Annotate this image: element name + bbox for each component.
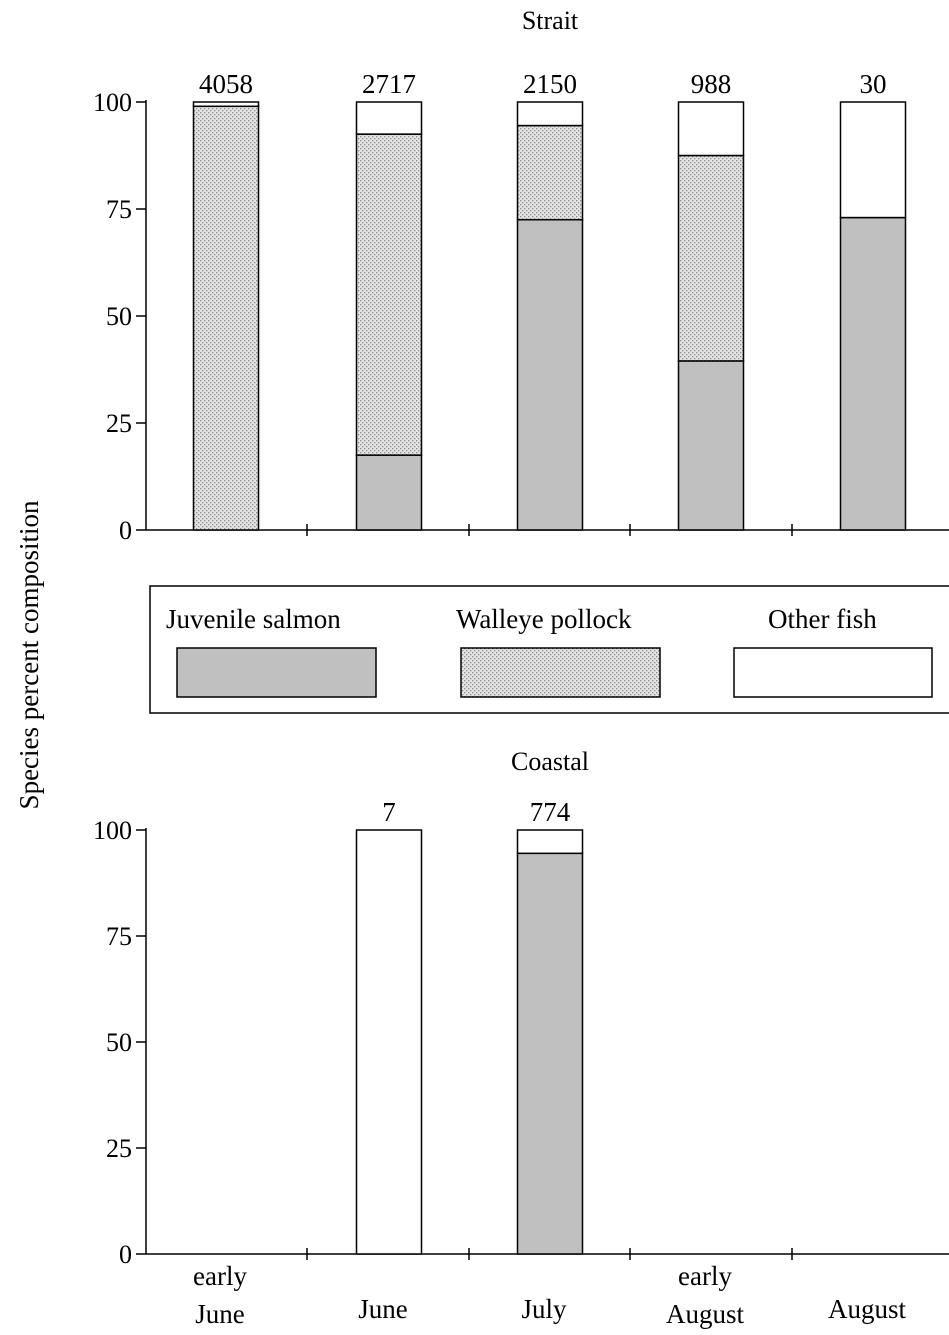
legend: Juvenile salmon Walleye pollock Other fi…	[149, 585, 949, 714]
sample-size-label: 2717	[362, 69, 416, 99]
coastal-panel: 0 25 50 75 100 7 774	[93, 797, 949, 1269]
sample-size-label: 7	[382, 797, 396, 827]
y-tick-label: 0	[119, 516, 132, 545]
bar-segment-juvenile-salmon	[516, 218, 584, 531]
y-tick-label: 50	[106, 1028, 132, 1057]
bar-segment-other-fish	[839, 101, 907, 219]
bar-segment-walleye-pollock	[355, 133, 423, 456]
bar-segment-other-fish	[516, 101, 584, 127]
y-axis-label: Species percent composition	[14, 500, 44, 809]
coastal-panel-title: Coastal	[511, 747, 589, 776]
bar-segment-other-fish	[192, 101, 260, 108]
y-tick-label: 50	[106, 302, 132, 331]
bar-segment-other-fish	[355, 101, 423, 135]
x-tick-label: August	[828, 1294, 907, 1324]
y-tick-label: 75	[106, 922, 132, 951]
y-tick-label: 25	[106, 409, 132, 438]
sample-size-label: 774	[530, 797, 571, 827]
bar-segment-walleye-pollock	[192, 105, 260, 531]
x-tick-label: August	[666, 1299, 745, 1329]
y-tick-label: 100	[93, 816, 132, 845]
x-tick-label: July	[521, 1294, 567, 1324]
x-tick-label-line1: early	[193, 1261, 247, 1291]
bar-segment-juvenile-salmon	[355, 454, 423, 531]
sample-size-label: 2150	[523, 69, 577, 99]
y-tick-label: 75	[106, 195, 132, 224]
x-axis-labels: early June June July early August August	[193, 1261, 906, 1329]
strait-panel-title: Strait	[522, 6, 579, 35]
strait-panel: 0 25 50 75 100 4058 2717 2150 988 30	[93, 69, 949, 545]
bar-segment-juvenile-salmon	[839, 216, 907, 531]
y-tick-label: 100	[93, 88, 132, 117]
sample-size-label: 4058	[199, 69, 253, 99]
bar-segment-walleye-pollock	[677, 154, 745, 362]
bar-segment-other-fish	[677, 101, 745, 157]
legend-swatch-juvenile-salmon	[176, 647, 377, 698]
bar-segment-other-fish	[516, 829, 584, 855]
bar-segment-juvenile-salmon	[516, 852, 584, 1255]
y-tick-label: 25	[106, 1134, 132, 1163]
legend-swatch-walleye-pollock	[460, 647, 661, 698]
x-tick-label: June	[195, 1299, 245, 1329]
y-tick-label: 0	[119, 1240, 132, 1269]
x-tick-label: June	[358, 1294, 408, 1324]
bar-segment-other-fish	[355, 829, 423, 1255]
sample-size-label: 30	[860, 69, 887, 99]
legend-label-walleye-pollock: Walleye pollock	[456, 604, 632, 634]
legend-label-other-fish: Other fish	[768, 604, 877, 634]
legend-label-juvenile-salmon: Juvenile salmon	[166, 604, 341, 634]
bar-segment-walleye-pollock	[516, 124, 584, 221]
legend-swatch-other-fish	[733, 647, 933, 698]
bar-segment-juvenile-salmon	[677, 360, 745, 531]
sample-size-label: 988	[691, 69, 732, 99]
x-tick-label-line1: early	[678, 1261, 732, 1291]
